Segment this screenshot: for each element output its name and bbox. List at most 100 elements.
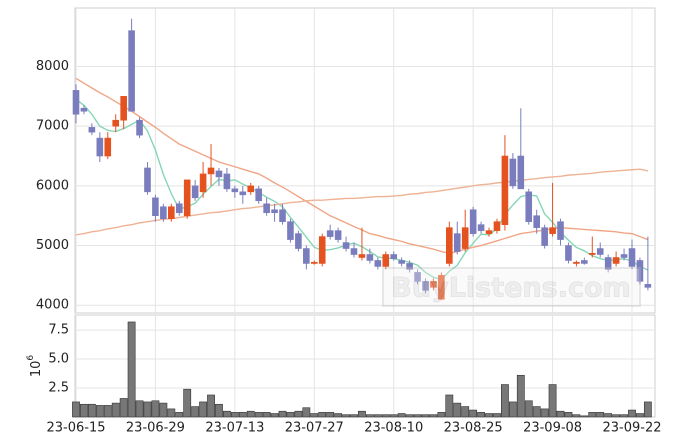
candle-body	[366, 254, 374, 261]
candle-body	[533, 215, 540, 228]
candle-body	[144, 167, 151, 193]
candle-body	[398, 260, 405, 264]
volume-bar	[183, 388, 192, 418]
candle-body	[152, 197, 159, 217]
axis-label-base: 10	[29, 361, 44, 378]
candle-body	[493, 221, 501, 231]
watermark-box	[382, 267, 641, 307]
volume-bar	[365, 414, 374, 418]
candle-body	[461, 227, 469, 249]
volume-bar	[564, 412, 573, 418]
volume-bar	[381, 414, 390, 418]
candle-body	[549, 227, 556, 234]
candle-body	[223, 173, 231, 190]
candle-body	[215, 170, 223, 178]
candle-body	[501, 155, 509, 225]
volume-bar	[389, 414, 398, 418]
volume-bar	[238, 412, 247, 418]
volume-bar	[604, 413, 613, 418]
candle-body	[374, 260, 382, 267]
volume-bar	[135, 400, 144, 418]
volume-bar	[501, 384, 509, 418]
volume-bar	[103, 405, 112, 418]
candle-body	[199, 173, 207, 193]
y-tick-label: 2.5	[48, 381, 69, 396]
volume-bar	[532, 406, 541, 418]
candle-body	[303, 248, 310, 264]
candle-body	[263, 203, 270, 214]
volume-bar	[143, 401, 152, 418]
volume-bar	[286, 412, 295, 418]
volume-bar	[80, 403, 88, 418]
candle-body	[175, 203, 183, 214]
volume-bar	[636, 413, 644, 418]
volume-bar	[159, 402, 168, 418]
candle-body	[414, 272, 421, 282]
candle-body	[334, 230, 342, 240]
volume-axis-label: 106	[26, 355, 44, 378]
candle-body	[318, 236, 326, 264]
candle-body	[342, 242, 350, 249]
volume-bar	[556, 410, 565, 418]
candle-body	[620, 254, 628, 258]
y-tick-label: 7.5	[48, 323, 69, 338]
y-tick-label: 7000	[36, 119, 69, 134]
candle-body	[160, 206, 167, 219]
volume-bar	[516, 374, 525, 418]
candle-body	[525, 191, 533, 222]
volume-bar	[246, 410, 255, 418]
candle-body	[120, 96, 127, 121]
candle-body	[406, 263, 413, 270]
volume-bar	[413, 414, 422, 418]
volume-bar	[445, 394, 454, 418]
candle-body	[573, 261, 580, 264]
volume-bar	[461, 406, 470, 418]
candle-body	[88, 127, 96, 133]
candle-body	[628, 248, 636, 267]
volume-bar	[350, 414, 358, 418]
candle-body	[231, 188, 239, 193]
candle-body	[207, 167, 215, 175]
volume-bar	[540, 408, 549, 418]
volume-bar	[72, 401, 80, 418]
volume-bar	[151, 400, 160, 418]
candle-body	[96, 137, 104, 157]
candle-body	[72, 90, 80, 115]
volume-bar	[95, 405, 104, 418]
volume-bar	[199, 401, 207, 418]
x-tick-label: 23-07-13	[205, 421, 264, 436]
candle-body	[557, 221, 564, 240]
volume-bar	[334, 413, 343, 418]
volume-bar	[421, 414, 430, 418]
volume-bar	[612, 414, 621, 418]
volume-bar	[119, 398, 128, 418]
candle-body	[326, 230, 334, 237]
y-tick-label: 8000	[36, 59, 69, 74]
volume-bar	[628, 409, 636, 418]
volume-bar	[342, 414, 350, 418]
y-tick-label: 4000	[36, 298, 69, 313]
volume-bar	[580, 415, 589, 418]
candle-body	[136, 119, 143, 136]
price-panel	[74, 7, 656, 314]
candle-body	[636, 260, 644, 282]
volume-bar	[278, 410, 287, 418]
volume-bar	[437, 412, 446, 418]
candle-body	[191, 185, 199, 199]
x-tick-label: 23-08-25	[444, 421, 503, 436]
candle-body	[382, 254, 390, 267]
y-tick-label: 5000	[36, 238, 69, 253]
volume-bar	[215, 403, 223, 418]
volume-bar	[310, 413, 319, 418]
volume-bar	[191, 406, 200, 418]
volume-bar	[572, 414, 581, 418]
volume-bar	[429, 414, 438, 418]
x-tick-label: 23-09-08	[523, 421, 582, 436]
candle-body	[541, 227, 548, 246]
candle-body	[581, 260, 588, 264]
candle-body	[477, 224, 485, 231]
volume-bar	[254, 412, 263, 418]
x-tick-label: 23-06-29	[126, 421, 185, 436]
candle-body	[422, 281, 429, 291]
candle-body	[168, 206, 175, 219]
